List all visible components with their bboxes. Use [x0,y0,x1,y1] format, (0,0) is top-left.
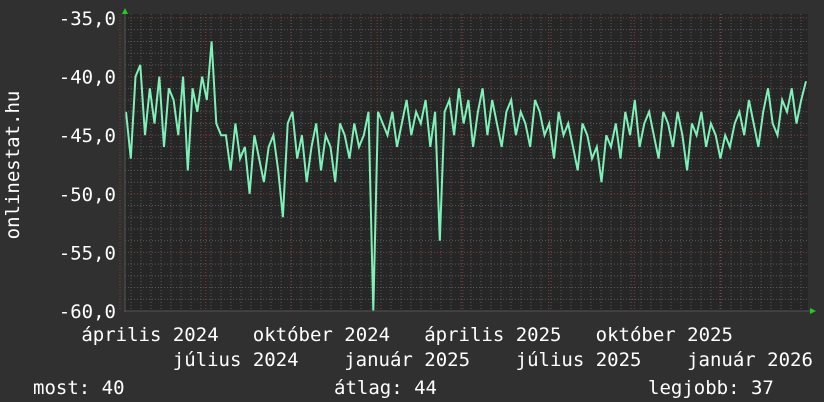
y-axis-label: onlinestat.hu [2,91,24,240]
y-axis-arrow-icon [122,8,128,14]
y-tick-label: -35,0 [59,8,116,30]
y-tick-label: -40,0 [59,67,116,89]
legend-average: átlag: 44 [334,377,437,399]
x-ticks: április 2024 július 2024 október 2024 januá… [81,324,813,371]
series-line [125,41,807,312]
legend-best: legjobb: 37 [648,377,774,399]
y-ticks: -35,0 -40,0 -45,0 -50,0 -55,0 -60,0 [59,8,116,323]
x-tick-label: július 2025 [516,349,642,371]
plot-area [125,14,808,311]
x-tick-label: október 2024 [253,324,390,346]
y-tick-label: -55,0 [59,242,116,264]
x-tick-label: április 2025 [424,324,561,346]
x-axis-arrow-icon [810,308,816,314]
y-tick-label: -50,0 [59,184,116,206]
y-tick-label: -45,0 [59,125,116,147]
y-tick-label: -60,0 [59,301,116,323]
x-tick-label: január 2025 [344,349,470,371]
legend-current: most: 40 [33,377,125,399]
x-tick-label: július 2024 [173,349,299,371]
x-tick-label: január 2026 [687,349,813,371]
x-tick-label: április 2024 [81,324,218,346]
x-tick-label: október 2025 [596,324,733,346]
